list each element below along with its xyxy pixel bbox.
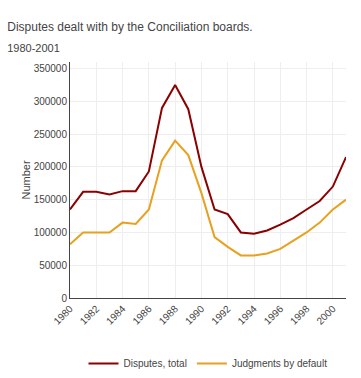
svg-text:0: 0 [61, 293, 67, 304]
svg-text:1988: 1988 [157, 303, 181, 327]
svg-text:1984: 1984 [104, 303, 128, 327]
svg-text:1986: 1986 [130, 303, 154, 327]
svg-text:Disputes, total: Disputes, total [124, 358, 187, 369]
svg-text:1992: 1992 [209, 303, 233, 327]
svg-text:250000: 250000 [34, 129, 68, 140]
svg-text:150000: 150000 [34, 194, 68, 205]
svg-text:350000: 350000 [34, 63, 68, 74]
svg-text:Number: Number [20, 160, 32, 199]
svg-text:Disputes dealt with by the Con: Disputes dealt with by the Conciliation … [7, 20, 252, 34]
svg-text:2000: 2000 [314, 303, 338, 327]
svg-text:50000: 50000 [39, 260, 67, 271]
svg-text:1980: 1980 [51, 303, 75, 327]
svg-text:1996: 1996 [262, 303, 286, 327]
svg-text:1994: 1994 [235, 303, 259, 327]
svg-text:1990: 1990 [183, 303, 207, 327]
svg-text:Judgments by default: Judgments by default [232, 358, 327, 369]
svg-text:100000: 100000 [34, 227, 68, 238]
svg-text:1980-2001: 1980-2001 [7, 42, 60, 54]
svg-text:200000: 200000 [34, 161, 68, 172]
svg-text:300000: 300000 [34, 96, 68, 107]
svg-text:1982: 1982 [78, 303, 102, 327]
svg-text:1998: 1998 [288, 303, 312, 327]
